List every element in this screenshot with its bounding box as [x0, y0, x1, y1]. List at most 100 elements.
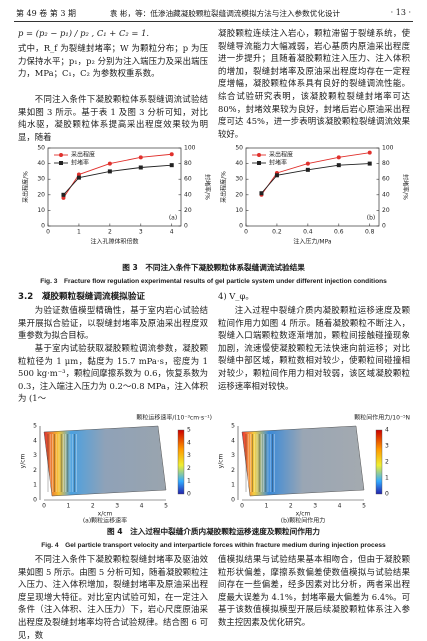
y-tick-label: 20 [235, 191, 243, 198]
legend-label: 采出程度 [269, 151, 293, 159]
y-tick-label: 3 [231, 452, 235, 459]
x-tick-label: 5 [362, 503, 366, 510]
figure-caption-en: Fig. 3 Fracture flow regulation experime… [40, 278, 387, 285]
colorbar-tick-label: 5 [187, 427, 191, 434]
paragraph: 注入过程中裂缝介质内凝胶颗粒运移速度及颗粒间作用力如图 4 所示。随着凝胶颗粒不… [218, 305, 410, 391]
x-tick-label: 0.8 [365, 229, 375, 236]
paragraph: 基于室内试验获取凝胶颗粒调流参数，凝胶颗粒粒径为 1 μm，黏度为 15.7 m… [18, 343, 208, 404]
formula: p = (p₂ − p₁) / p₂ , C₁ + C₂ = 1. [18, 28, 150, 38]
data-point [367, 161, 372, 166]
y-tick-label: 30 [37, 176, 45, 183]
y2-tick-label: 80 [184, 160, 192, 167]
colorbar-title: 颗粒运移速率/(10⁻³cm·s⁻¹) [136, 414, 212, 422]
x-axis-label: 注入孔隙体积倍数 [90, 238, 138, 246]
legend-label: 采出程度 [71, 151, 95, 159]
y-tick-label: 50 [37, 145, 45, 152]
y-axis-label: y/cm [20, 453, 27, 468]
x-axis-label: 注入压力/MPa [293, 238, 332, 246]
colorbar-tick-label: 1 [187, 478, 191, 485]
colorbar-tick-label: 2 [385, 459, 389, 466]
y2-tick-label: 60 [382, 176, 390, 183]
x-tick-label: 2 [91, 503, 95, 510]
section-heading: 3.2 凝胶颗粒裂缝调流模拟验证 [18, 292, 145, 302]
data-point [336, 155, 341, 160]
y-tick-label: 30 [235, 176, 243, 183]
x-tick-label: 1 [77, 229, 81, 236]
x-tick-label: 3 [115, 503, 119, 510]
y-tick-label: 0 [33, 497, 37, 504]
y-tick-label: 40 [235, 160, 243, 167]
y2-tick-label: 20 [382, 207, 390, 214]
colorbar [177, 429, 185, 495]
legend-marker [59, 153, 63, 157]
y-tick-label: 10 [37, 207, 45, 214]
data-point [61, 192, 66, 197]
y-tick-label: 0 [41, 223, 45, 230]
legend-label: 封堵率 [269, 159, 287, 167]
y-tick-label: 3 [33, 452, 37, 459]
data-point [367, 150, 372, 155]
x-tick-label: 5 [164, 503, 168, 510]
y2-tick-label: 40 [184, 191, 192, 198]
page-number: · 13 · [390, 8, 411, 17]
colorbar-tick-label: 4 [187, 439, 191, 446]
x-tick-label: 1 [66, 503, 70, 510]
paragraph: 不同注入条件下凝胶颗粒体系裂缝调流试验结果如图 3 所示。基于表 1 及图 3 … [18, 94, 208, 142]
figure-4b: 0 1 2 3 4 5 0 1 2 3 4 5 x/cm y/cm (b)颗粒间作用力 颗粒间作用力/10⁻⁵… [218, 414, 411, 525]
y-tick-label: 20 [37, 191, 45, 198]
y-tick-label: 1 [231, 482, 235, 489]
figure-3b: 0 0.2 0.4 0.6 0.8 0 10 20 30 40 50 0 20 40 60 80 100 注入压力… [220, 145, 410, 246]
y2-axis-label: 封堵率/% [204, 174, 212, 200]
figure-caption-en: Fig. 4 Gel particle transport velocity a… [41, 542, 386, 549]
x-tick-label: 0.6 [334, 229, 344, 236]
data-point [76, 175, 81, 180]
x-axis-label: x/cm [296, 511, 311, 518]
data-point [305, 161, 310, 166]
y-tick-label: 1 [33, 482, 37, 489]
y-tick-label: 0 [231, 497, 235, 504]
y2-tick-label: 20 [184, 207, 192, 214]
data-point [107, 169, 112, 174]
legend-marker [257, 153, 261, 157]
series-line [63, 164, 172, 196]
colorbar-title: 颗粒间作用力/10⁻⁵N [354, 414, 410, 422]
x-tick-label: 4 [140, 503, 144, 510]
x-tick-label: 3 [139, 229, 143, 236]
journal-volume: 第 49 卷 第 3 期 [16, 9, 76, 18]
y-tick-label: 5 [33, 423, 37, 430]
colorbar-tick-label: 0 [187, 491, 191, 498]
y-tick-label: 10 [235, 207, 243, 214]
paragraph: 为验证数值模型精确性，基于室内岩心试验结果开展拟合验证，以裂缝封堵率及原油采出程… [18, 305, 208, 341]
x-tick-label: 3 [313, 503, 317, 510]
colorbar-tick-label: 3 [187, 452, 191, 459]
panel-label: (b)颗粒间作用力 [281, 517, 326, 525]
x-tick-label: 0 [46, 229, 50, 236]
data-point [76, 172, 81, 177]
y-axis-label: 采出程度/% [220, 171, 228, 203]
panel-label: (a) [169, 215, 177, 222]
x-tick-label: 4 [338, 503, 342, 510]
x-tick-label: 1 [264, 503, 268, 510]
y2-tick-label: 0 [382, 223, 386, 230]
series-line [261, 163, 370, 194]
x-tick-label: 0 [240, 503, 244, 510]
y2-tick-label: 0 [184, 223, 188, 230]
y-tick-label: 2 [33, 467, 37, 474]
paragraph: 不同注入条件下凝胶颗粒裂缝封堵率及驱油效果如图 5 所示。由图 5 分析可知，随… [18, 554, 208, 640]
figure-4a: 0 1 2 3 4 5 0 1 2 3 4 5 x/cm y/cm (a)颗粒运移速率 颗粒运移速率/(10⁻… [20, 414, 213, 525]
data-point [138, 155, 143, 160]
paragraph: 4) V_φ。 [218, 291, 254, 301]
data-point [274, 173, 279, 178]
x-tick-label: 0.4 [303, 229, 313, 236]
data-point [305, 167, 310, 172]
colorbar-tick-label: 2 [187, 465, 191, 472]
colorbar-tick-label: 3 [385, 443, 389, 450]
x-tick-label: 0 [42, 503, 46, 510]
y-tick-label: 50 [235, 145, 243, 152]
y-axis-label: 采出程度/% [22, 171, 30, 203]
data-point [107, 161, 112, 166]
y-tick-label: 2 [231, 467, 235, 474]
plot-frame [47, 147, 182, 227]
figure-3a: 0 1 2 3 401020304050020406080100注入孔隙体积倍数采出程度… [22, 145, 212, 246]
legend-label: 封堵率 [71, 159, 89, 167]
